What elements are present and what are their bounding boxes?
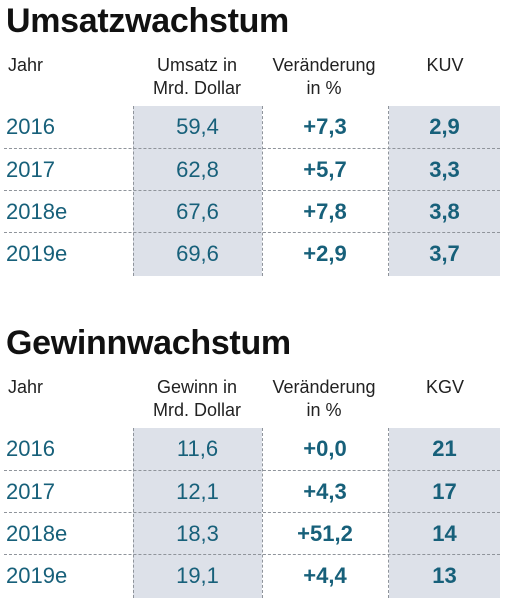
table-row: 2019e 19,1 +4,4 13	[0, 555, 510, 597]
row-divider	[4, 554, 500, 555]
shaded-column	[133, 106, 262, 276]
header-change-line2: in %	[306, 78, 342, 98]
shaded-column	[389, 428, 500, 598]
ratio-cell: 3,7	[429, 241, 460, 266]
value-cell: 69,6	[176, 241, 219, 266]
year-cell: 2018e	[6, 199, 68, 224]
year-cell: 2016	[6, 436, 55, 461]
value-cell: 19,1	[176, 563, 219, 588]
change-cell: +4,3	[303, 479, 347, 504]
change-cell: +51,2	[297, 521, 353, 546]
header-year: Jahr	[8, 377, 44, 397]
change-cell: +4,4	[303, 563, 347, 588]
ratio-cell: 17	[432, 479, 457, 504]
change-cell: +5,7	[303, 157, 347, 182]
table-row: 2019e 69,6 +2,9 3,7	[0, 233, 510, 275]
value-cell: 62,8	[176, 157, 219, 182]
table-row: 2018e 18,3 +51,2 14	[0, 513, 510, 555]
header-change: Veränderung in %	[262, 376, 386, 422]
header-year: Jahr	[8, 55, 44, 75]
value-cell: 11,6	[176, 436, 219, 461]
column-divider	[262, 428, 263, 598]
ratio-cell: 3,3	[429, 157, 460, 182]
change-cell: +2,9	[303, 241, 347, 266]
value-cell: 59,4	[176, 114, 219, 139]
year-cell: 2018e	[6, 521, 68, 546]
year-cell: 2016	[6, 114, 55, 139]
column-divider	[133, 106, 134, 276]
table-row: 2018e 67,6 +7,8 3,8	[0, 191, 510, 233]
row-divider	[4, 190, 500, 191]
column-divider	[388, 106, 389, 276]
year-cell: 2019e	[6, 241, 68, 266]
header-change-line2: in %	[306, 400, 342, 420]
header-ratio: KUV	[426, 55, 464, 75]
shaded-column	[133, 428, 262, 598]
header-change: Veränderung in %	[262, 54, 386, 100]
value-cell: 67,6	[176, 199, 219, 224]
ratio-cell: 2,9	[429, 114, 460, 139]
column-divider	[133, 428, 134, 598]
year-cell: 2017	[6, 479, 55, 504]
header-ratio: KGV	[425, 377, 464, 397]
header-change-line1: Veränderung	[272, 377, 376, 397]
table-row: 2017 62,8 +5,7 3,3	[0, 149, 510, 191]
column-divider	[388, 428, 389, 598]
row-divider	[4, 512, 500, 513]
header-profit-line2: Mrd. Dollar	[152, 400, 241, 420]
change-cell: +7,3	[303, 114, 347, 139]
change-cell: +7,8	[303, 199, 347, 224]
value-cell: 18,3	[176, 521, 219, 546]
year-cell: 2017	[6, 157, 55, 182]
change-cell: +0,0	[303, 436, 347, 461]
header-revenue-line2: Mrd. Dollar	[152, 78, 241, 98]
column-divider	[262, 106, 263, 276]
ratio-cell: 13	[432, 563, 457, 588]
table-row: 2016 11,6 +0,0 21	[0, 428, 510, 470]
table-title: Umsatzwachstum	[6, 2, 289, 40]
table-title: Gewinnwachstum	[6, 324, 291, 362]
ratio-cell: 21	[432, 436, 457, 461]
year-cell: 2019e	[6, 563, 68, 588]
table-row: 2017 12,1 +4,3 17	[0, 471, 510, 513]
row-divider	[4, 470, 500, 471]
value-cell: 12,1	[176, 479, 219, 504]
row-divider	[4, 148, 500, 149]
ratio-cell: 3,8	[429, 199, 460, 224]
header-change-line1: Veränderung	[272, 55, 376, 75]
header-profit-line1: Gewinn in	[156, 377, 238, 397]
header-revenue: Umsatz in Mrd. Dollar	[133, 54, 261, 100]
shaded-column	[389, 106, 500, 276]
table-row: 2016 59,4 +7,3 2,9	[0, 106, 510, 148]
row-divider	[4, 232, 500, 233]
header-profit: Gewinn in Mrd. Dollar	[133, 376, 261, 422]
header-revenue-line1: Umsatz in	[156, 55, 237, 75]
ratio-cell: 14	[432, 521, 457, 546]
